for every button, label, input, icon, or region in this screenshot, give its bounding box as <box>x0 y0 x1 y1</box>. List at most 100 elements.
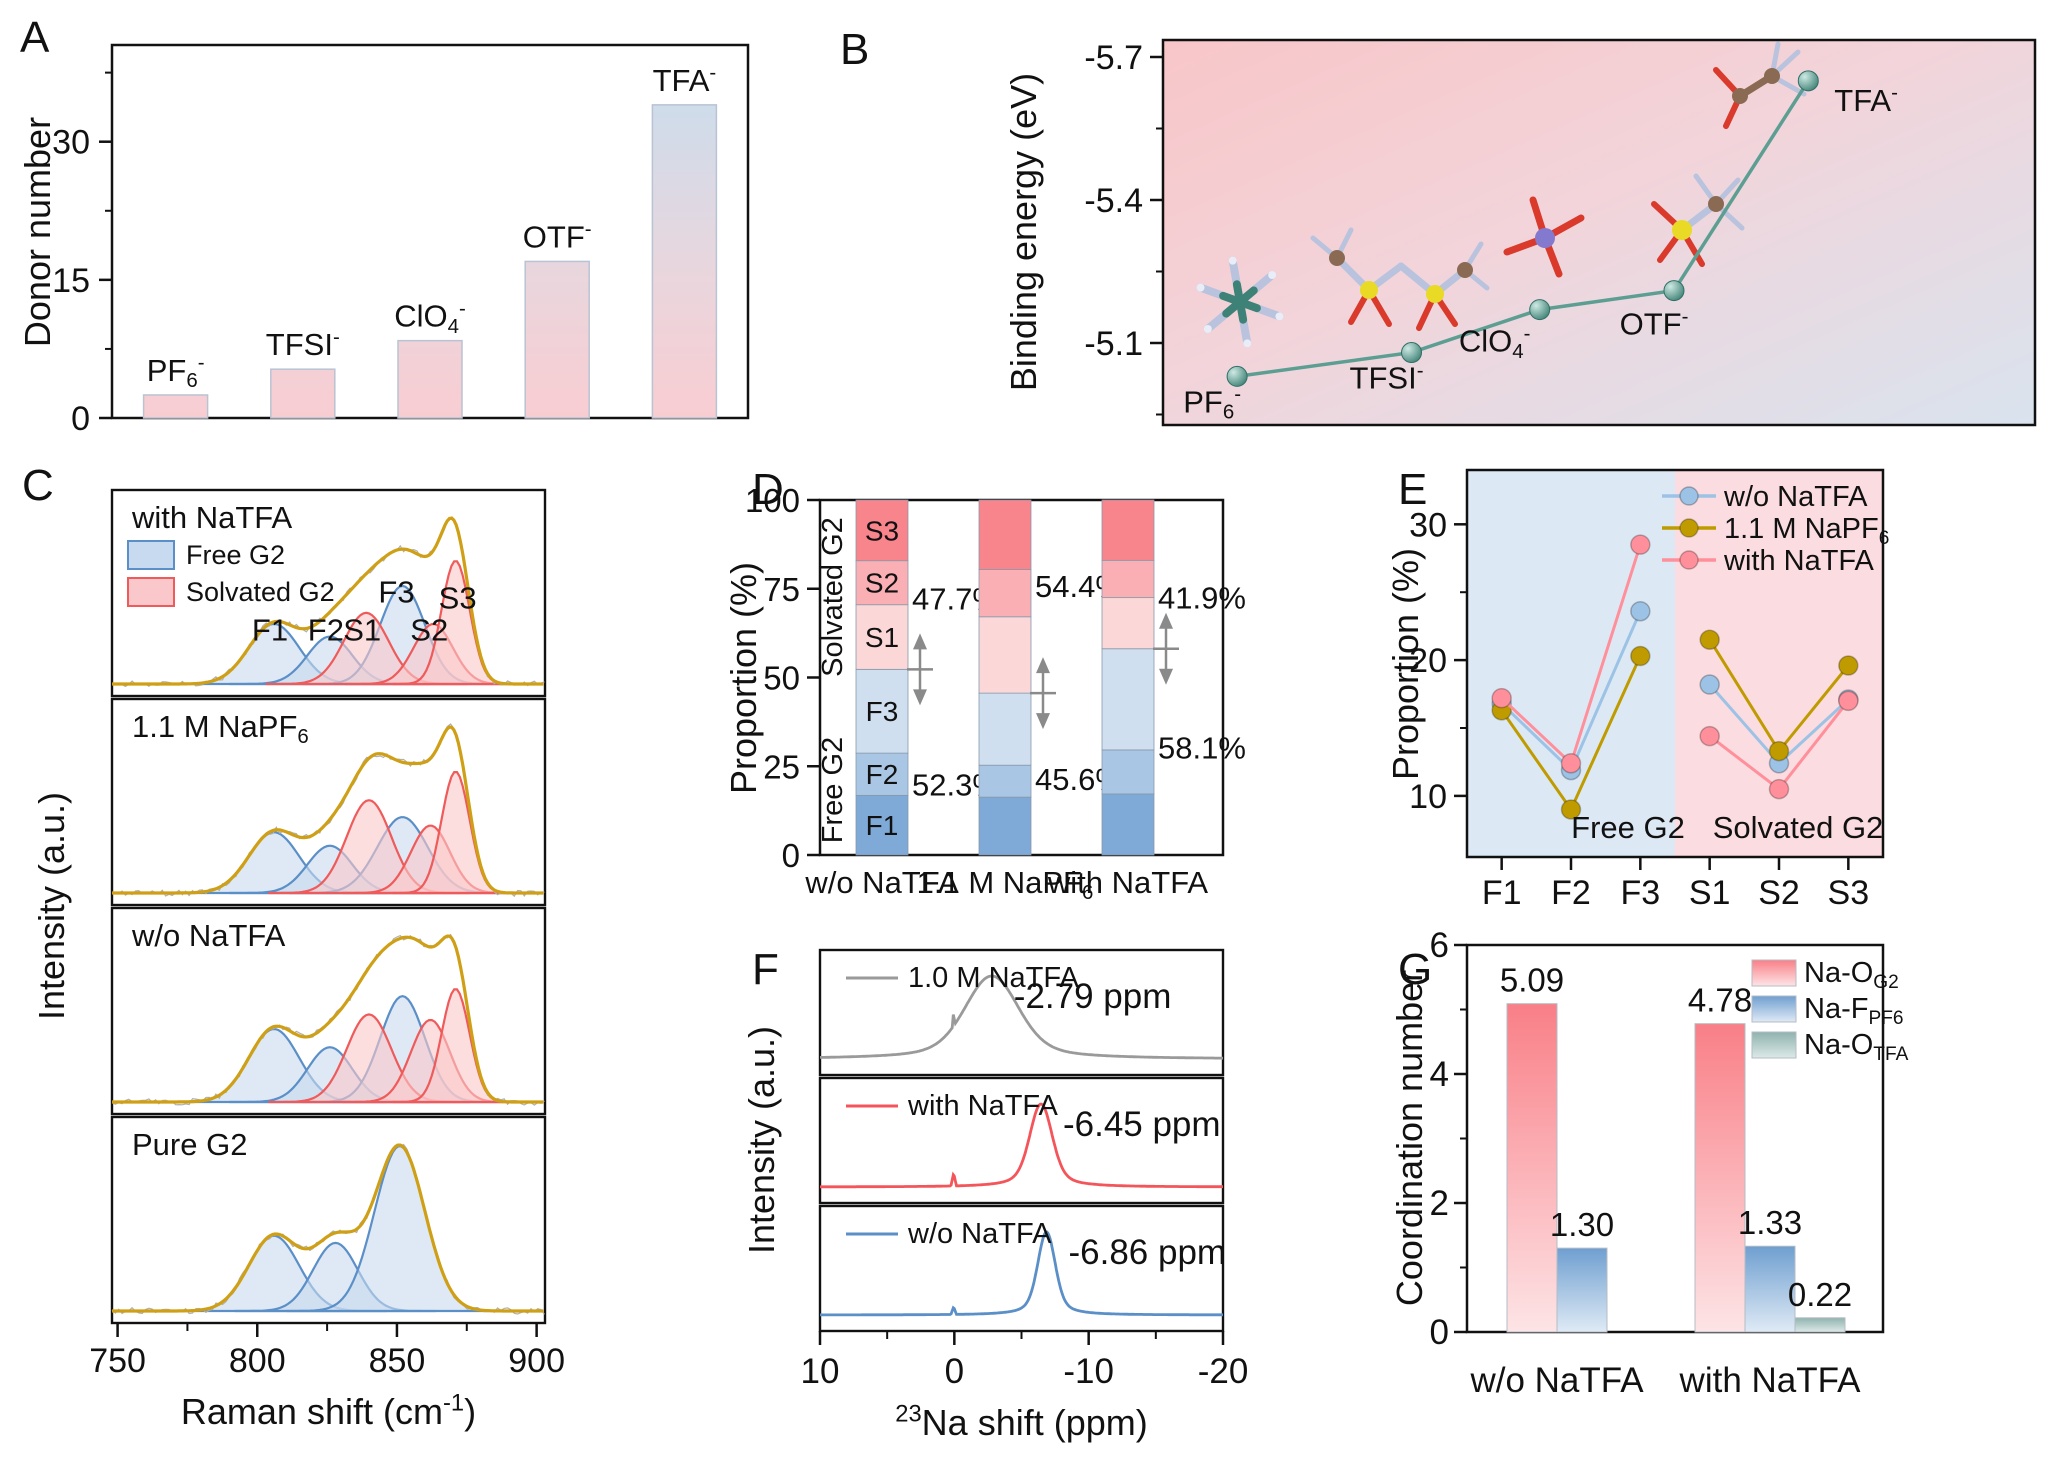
d-segment-label-S2: S2 <box>865 568 899 599</box>
d-x-category-label-1: 1.1 M NaPF6 <box>917 865 1094 904</box>
d-segment-w/o NaTFA-S1 <box>855 604 909 670</box>
b-y-tick-label: -5.4 <box>1084 182 1143 220</box>
d-y-axis-label: Proportion (%) <box>723 562 764 794</box>
b-point-label-ClO4-: ClO4- <box>1459 322 1531 363</box>
f-subpanel-box-2 <box>818 1204 1225 1333</box>
c-y-axis-label: Intensity (a.u.) <box>31 792 72 1020</box>
b-data-point-ClO4- <box>1529 299 1551 321</box>
panel-label-a: A <box>20 13 50 62</box>
d-shift-arrow-2 <box>1153 612 1179 685</box>
f-legend-label-0: 1.0 M NaTFA <box>908 962 1079 994</box>
a-y-axis-label: Donor number <box>17 117 58 347</box>
e-point-1.1 M NaPF6-F3 <box>1630 645 1651 667</box>
e-point-1.1 M NaPF6-S2 <box>1768 740 1790 762</box>
e-point-1.1 M NaPF6-S1 <box>1699 629 1720 650</box>
f-subpanel-box-1 <box>818 1076 1225 1205</box>
c-peak-label-S2: S2 <box>410 612 448 647</box>
f-x-axis-label: 23Na shift (ppm) <box>895 1400 1147 1443</box>
d-segment-label-F2: F2 <box>866 759 899 790</box>
b-data-point-OTF- <box>1663 280 1685 302</box>
a-y-tick-label: 0 <box>71 400 90 438</box>
d-segment-w/o NaTFA-S3 <box>855 499 909 562</box>
a-bar-TFA- <box>651 104 718 419</box>
panel-c-raman-spectra-chart: with NaTFA Free G2 Solvated G2 F1 F2 S1F3S2S3… <box>89 488 565 1432</box>
a-bar-label-ClO4-: ClO4- <box>394 297 466 338</box>
f-peak-annotation-1: -6.45 ppm <box>1063 1105 1221 1144</box>
g-y-tick-label: 0 <box>1430 1313 1449 1352</box>
tfsi-molecule-icon <box>1310 227 1490 331</box>
panel-f-nmr-chart: 1.0 M NaTFA-2.79 ppm with NaTFA -6.45 ppm w… <box>801 948 1248 1443</box>
tfa-molecule-icon <box>1713 41 1807 129</box>
panel-a-donor-number-chart: 0 15 30 PF6- TFSI- ClO4- OTF- TFA- <box>52 43 750 438</box>
e-x-tick-label-S2: S2 <box>1758 874 1800 912</box>
g-y-tick-label: 4 <box>1430 1055 1449 1094</box>
e-point-1.1 M NaPF6-F2 <box>1560 799 1582 820</box>
g-y-tick-label: 2 <box>1430 1184 1449 1223</box>
e-point-with NaTFA-S1 <box>1699 725 1720 747</box>
g-legend-label-red: Na-OG2 <box>1804 957 1899 993</box>
b-point-label-TFA-: TFA- <box>1834 81 1898 118</box>
e-legend-dot-1.1 M NaPF6 <box>1679 518 1699 538</box>
d-x-category-label-0: w/o NaTFA <box>804 865 959 900</box>
a-bar-TFSI- <box>270 368 336 419</box>
d-x-category-label-2: with NaTFA <box>1047 865 1209 900</box>
otf-molecule-icon <box>1651 173 1745 267</box>
b-point-label-TFSI-: TFSI- <box>1350 359 1424 396</box>
b-y-tick-label: -5.1 <box>1084 325 1143 363</box>
c-legend-label-free: Free G2 <box>186 540 285 570</box>
c-legend-label-solvated: Solvated G2 <box>186 577 335 607</box>
d-segment-label-S3: S3 <box>865 515 899 546</box>
c-legend-swatch-solvated <box>127 577 175 607</box>
d-segment-1.1 M NaPF6-S3 <box>978 499 1032 570</box>
e-y-tick-label: 10 <box>1409 778 1447 816</box>
a-y-tick-label: 15 <box>52 262 90 300</box>
g-bar-value-with NaTFA-teal: 0.22 <box>1788 1276 1852 1313</box>
e-point-with NaTFA-F2 <box>1560 753 1582 774</box>
c-peak-label-F1: F1 <box>252 612 288 647</box>
d-side-label-free: Free G2 <box>817 737 849 843</box>
e-point-with NaTFA-F1 <box>1491 687 1512 709</box>
c-x-tick-label: 800 <box>229 1342 286 1380</box>
b-data-point-TFSI- <box>1401 342 1423 364</box>
c-fit-envelope-3 <box>112 1143 544 1313</box>
c-fit-envelope-2 <box>112 934 544 1104</box>
f-y-axis-label: Intensity (a.u.) <box>741 1026 782 1254</box>
g-bar-with NaTFA-teal <box>1794 1317 1846 1333</box>
c-peak-label-F2: F2 <box>308 612 344 647</box>
f-peak-annotation-0: -2.79 ppm <box>1014 977 1172 1016</box>
g-legend-swatch-blue <box>1751 995 1797 1023</box>
f-x-tick-label: -10 <box>1063 1352 1114 1391</box>
e-x-tick-label-F1: F1 <box>1482 874 1522 912</box>
panel-label-c: C <box>22 461 54 510</box>
g-bar-value-with NaTFA-blue: 1.33 <box>1738 1204 1802 1241</box>
g-bar-value-w/o NaTFA-red: 5.09 <box>1500 962 1564 999</box>
d-segment-1.1 M NaPF6-F3 <box>978 692 1032 766</box>
b-data-point-TFA- <box>1797 70 1819 92</box>
c-peak-label-F3: F3 <box>378 574 414 609</box>
d-segment-w/o NaTFA-F1 <box>855 794 909 856</box>
panel-label-f: F <box>752 945 779 994</box>
c-subpanel-title-0: with NaTFA <box>131 500 293 535</box>
d-free-pct-2: 58.1% <box>1158 731 1246 766</box>
f-nmr-trace-with NaTFA <box>820 1102 1223 1189</box>
e-legend-label-1.1 M NaPF6: 1.1 M NaPF6 <box>1724 513 1889 549</box>
clo4-molecule-icon <box>1503 196 1585 278</box>
e-point-with NaTFA-S2 <box>1768 778 1790 800</box>
e-x-tick-label-S1: S1 <box>1689 874 1731 912</box>
d-solvated-pct-2: 41.9% <box>1158 581 1246 616</box>
f-peak-annotation-2: -6.86 ppm <box>1068 1233 1226 1272</box>
d-y-tick-label: 50 <box>763 660 800 697</box>
b-plot-background <box>1161 38 2037 427</box>
e-x-tick-label-S3: S3 <box>1828 874 1870 912</box>
e-legend-label-w/o NaTFA: w/o NaTFA <box>1723 481 1868 513</box>
d-segment-with NaTFA-S2 <box>1101 559 1155 599</box>
d-shift-arrow-0 <box>907 633 933 706</box>
b-y-tick-label: -5.7 <box>1084 39 1143 77</box>
e-region-label-free: Free G2 <box>1571 810 1685 845</box>
c-subpanel-title-1: 1.1 M NaPF6 <box>132 709 309 748</box>
panel-label-d: D <box>752 465 784 514</box>
d-segment-1.1 M NaPF6-F2 <box>978 764 1032 798</box>
d-segment-label-S1: S1 <box>865 622 899 653</box>
